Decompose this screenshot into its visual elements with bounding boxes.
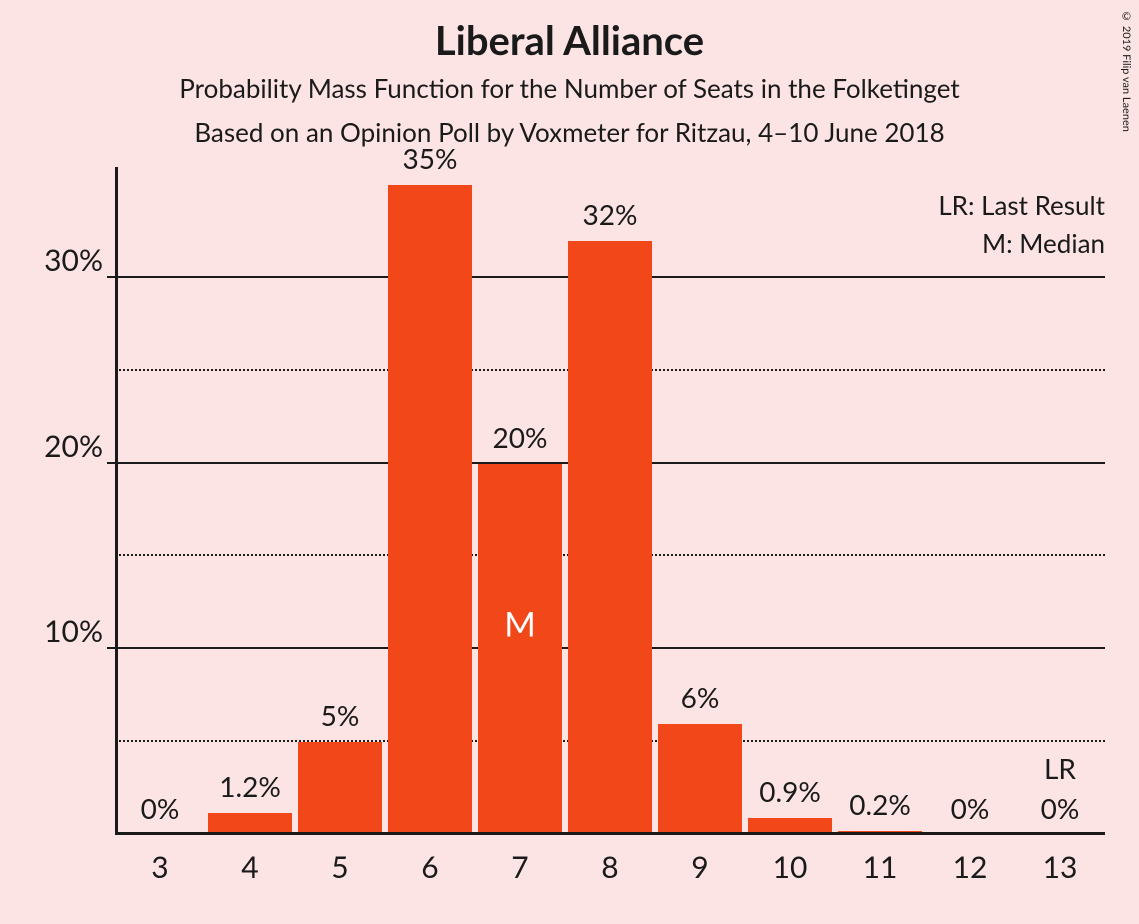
bar	[298, 742, 383, 835]
x-tick-label: 8	[601, 835, 618, 885]
y-tick-label: 30%	[44, 242, 115, 278]
bar-value-label: 0.2%	[849, 787, 911, 821]
bar-value-label: 35%	[403, 141, 458, 175]
median-mark: M	[504, 604, 536, 645]
x-tick-label: 5	[331, 835, 348, 885]
bar-value-label: 0%	[951, 791, 990, 825]
chart-subtitle-1: Probability Mass Function for the Number…	[0, 72, 1139, 104]
bar-value-label: 20%	[493, 420, 548, 454]
bar-value-label: 32%	[583, 197, 638, 231]
x-tick-label: 6	[421, 835, 438, 885]
x-axis	[115, 832, 1105, 835]
lr-mark: LR	[1044, 751, 1076, 785]
x-tick-label: 9	[691, 835, 708, 885]
chart-container: Liberal Alliance Probability Mass Functi…	[0, 0, 1139, 924]
x-tick-label: 3	[151, 835, 168, 885]
bar-value-label: 0%	[141, 791, 180, 825]
bar	[388, 185, 473, 835]
legend-lr: LR: Last Result	[938, 189, 1105, 221]
y-tick-label: 10%	[44, 613, 115, 649]
bar-value-label: 5%	[321, 698, 360, 732]
x-tick-label: 10	[773, 835, 808, 885]
bar	[658, 724, 743, 835]
y-axis	[115, 167, 118, 835]
x-tick-label: 7	[511, 835, 528, 885]
y-tick-mark	[107, 647, 115, 649]
plot-area: 10%20%30%0%31.2%45%535%620%7M32%86%90.9%…	[115, 185, 1105, 835]
copyright-text: © 2019 Filip van Laenen	[1120, 10, 1133, 132]
chart-title: Liberal Alliance	[0, 16, 1139, 64]
legend-m: M: Median	[982, 227, 1105, 259]
y-tick-mark	[107, 276, 115, 278]
bar	[568, 241, 653, 835]
y-tick-label: 20%	[44, 428, 115, 464]
x-tick-label: 11	[863, 835, 898, 885]
bar-value-label: 0.9%	[759, 774, 821, 808]
x-tick-label: 12	[953, 835, 988, 885]
bar-value-label: 1.2%	[219, 769, 281, 803]
bar	[478, 464, 563, 835]
y-tick-mark	[107, 462, 115, 464]
chart-subtitle-2: Based on an Opinion Poll by Voxmeter for…	[0, 116, 1139, 148]
bar-value-label: 0%	[1041, 791, 1080, 825]
x-tick-label: 4	[241, 835, 258, 885]
bar-value-label: 6%	[681, 680, 720, 714]
x-tick-label: 13	[1043, 835, 1078, 885]
